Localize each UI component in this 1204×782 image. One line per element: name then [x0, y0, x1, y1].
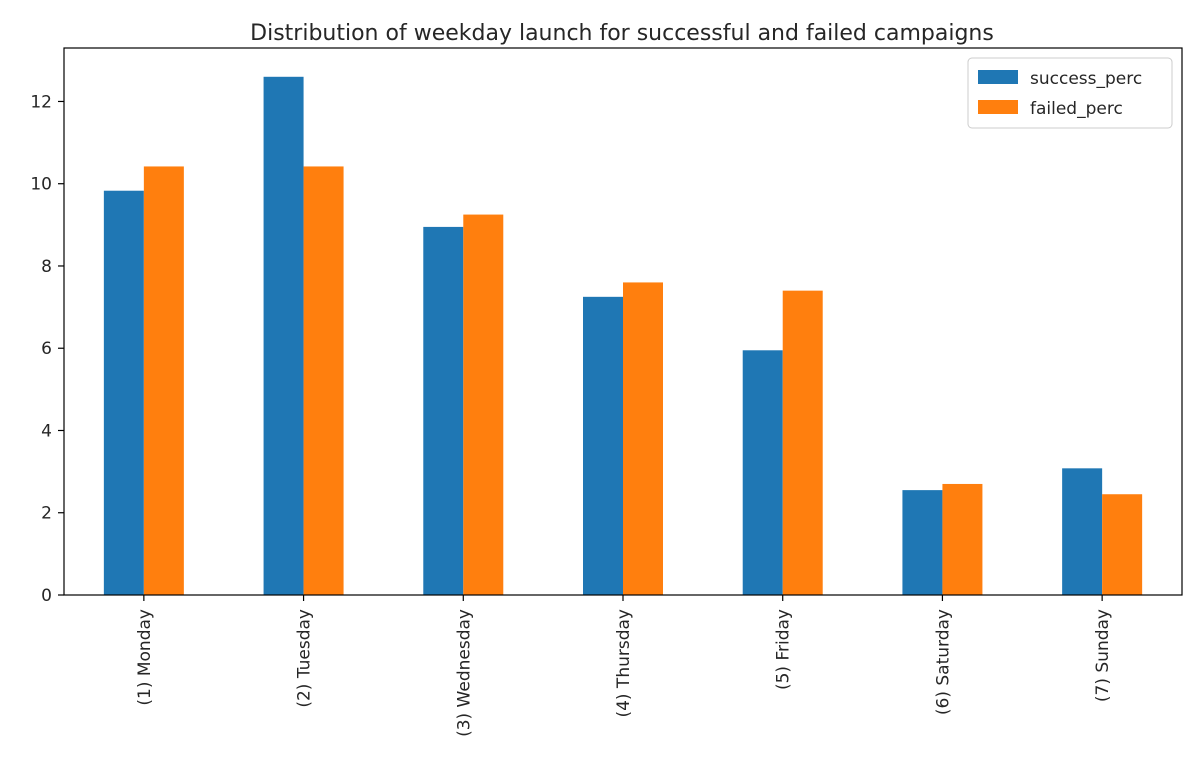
x-tick-label: (1) Monday [135, 609, 155, 706]
bar-success_perc-5 [902, 490, 943, 595]
bar-success_perc-6 [1062, 468, 1103, 595]
y-tick-label: 12 [30, 92, 52, 112]
bar-failed_perc-4 [782, 290, 823, 595]
legend-box [967, 57, 1173, 129]
bar-failed_perc-3 [623, 282, 663, 595]
legend: success_perc failed_perc [967, 57, 1173, 129]
y-tick-label: 10 [30, 175, 52, 195]
axes-layer: 0 2 4 6 8 10 12 (1) Monday (2) Tuesday (3) Wednes… [30, 47, 1183, 737]
bar-failed_perc-0 [143, 166, 184, 595]
y-tick-label: 8 [41, 257, 52, 277]
chart-title: Distribution of weekday launch for succe… [250, 21, 994, 46]
bar-success_perc-1 [263, 76, 304, 595]
legend-swatch-failed_perc [978, 100, 1018, 114]
bar-failed_perc-6 [1102, 494, 1143, 595]
legend-swatch-success_perc [978, 70, 1018, 84]
y-tick-label: 0 [41, 586, 52, 606]
x-tick-label: (6) Saturday [933, 609, 953, 715]
x-tick-label: (4) Thursday [614, 609, 634, 718]
bar-success_perc-2 [423, 226, 464, 596]
x-tick-label: (7) Sunday [1093, 609, 1113, 702]
bar-failed_perc-5 [942, 483, 983, 595]
legend-label-success_perc: success_perc [1030, 69, 1142, 89]
legend-label-failed_perc: failed_perc [1030, 99, 1123, 119]
bar-success_perc-4 [742, 350, 783, 595]
bar-failed_perc-2 [463, 214, 504, 595]
bars-layer [103, 76, 1143, 596]
bar-success_perc-0 [103, 190, 144, 595]
x-tick-label: (2) Tuesday [295, 609, 315, 708]
bar-failed_perc-1 [303, 166, 344, 595]
bar-success_perc-3 [583, 296, 623, 595]
x-tick-label: (5) Friday [774, 609, 794, 690]
y-tick-label: 4 [41, 421, 52, 441]
x-tick-label: (3) Wednesday [454, 609, 474, 737]
y-tick-label: 6 [41, 339, 52, 359]
y-tick-label: 2 [41, 504, 52, 524]
